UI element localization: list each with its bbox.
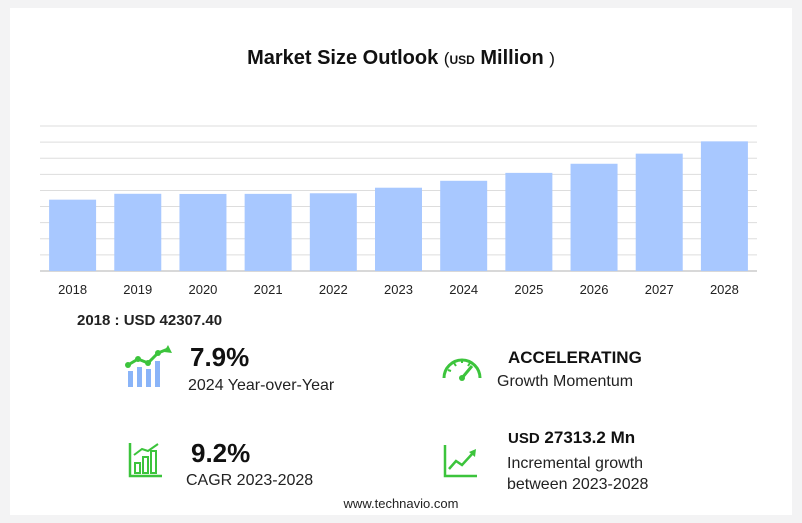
x-tick-label-2028: 2028 — [710, 282, 739, 297]
incremental-value: USD 27313.2 Mn — [508, 428, 635, 448]
x-tick-label-2027: 2027 — [645, 282, 674, 297]
line-chart-icon — [443, 445, 477, 478]
chart-title-unit-word: Million — [480, 47, 544, 69]
momentum-value: ACCELERATING — [508, 348, 642, 367]
bar-chart: 2018 2019 2020 2021 2022 2023 2024 2025 2026 2027… — [40, 125, 757, 297]
bar-chart-icon — [128, 443, 162, 478]
x-tick-label-2024: 2024 — [449, 282, 478, 297]
x-tick-label-2018: 2018 — [58, 282, 87, 297]
incremental-unit: USD — [508, 430, 540, 447]
incremental-amount: 27313.2 Mn — [544, 428, 636, 447]
speedometer-icon — [442, 358, 482, 381]
bar-2026 — [570, 163, 618, 271]
bar-2018 — [49, 199, 97, 271]
bar-2024 — [440, 180, 488, 271]
bar-2021 — [244, 193, 292, 271]
yoy-value: 7.9% — [190, 342, 250, 372]
x-tick-label-2025: 2025 — [514, 282, 543, 297]
bar-2027 — [635, 153, 683, 271]
momentum-label: Growth Momentum — [497, 373, 634, 390]
chart-title-unit-small: USD — [449, 53, 475, 67]
incremental-label-line2: between 2023-2028 — [507, 476, 649, 493]
yoy-label: 2024 Year-over-Year — [188, 377, 335, 394]
bar-2025 — [505, 172, 553, 271]
chart-title-main: Market Size Outlook — [247, 47, 439, 69]
x-tick-label-2019: 2019 — [123, 282, 152, 297]
trend-bars-icon — [125, 345, 172, 387]
x-tick-label-2026: 2026 — [580, 282, 609, 297]
x-tick-label-2021: 2021 — [254, 282, 283, 297]
bar-2023 — [375, 187, 422, 271]
chart-title: Market Size Outlook (USD Million ) — [0, 47, 802, 70]
footer-url: www.technavio.com — [343, 496, 459, 511]
incremental-label-line1: Incremental growth — [507, 455, 644, 472]
x-tick-label-2020: 2020 — [188, 282, 217, 297]
cagr-value: 9.2% — [191, 438, 251, 468]
bar-2028 — [700, 141, 748, 271]
chart-title-open-paren: ( — [443, 49, 450, 68]
bar-2020 — [179, 193, 227, 271]
bar-2019 — [114, 193, 162, 271]
base-year-value: 2018 : USD 42307.40 — [77, 312, 223, 329]
x-tick-label-2023: 2023 — [384, 282, 413, 297]
chart-title-close-paren: ) — [549, 49, 555, 68]
x-tick-label-2022: 2022 — [319, 282, 348, 297]
bar-2022 — [309, 193, 357, 271]
cagr-label: CAGR 2023-2028 — [186, 472, 314, 489]
